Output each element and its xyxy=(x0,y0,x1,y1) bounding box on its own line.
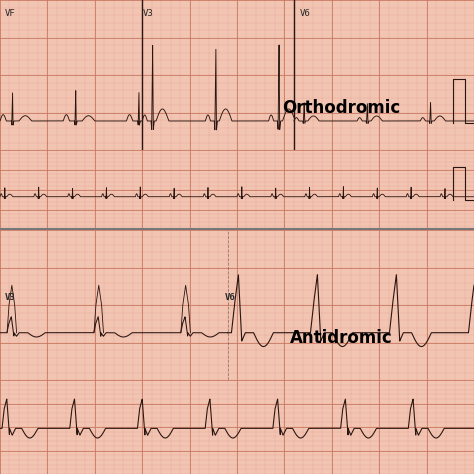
Text: Antidromic: Antidromic xyxy=(290,329,392,347)
Text: V6: V6 xyxy=(225,293,236,302)
Text: Orthodromic: Orthodromic xyxy=(282,99,401,117)
Text: VF: VF xyxy=(5,9,16,18)
Text: V6: V6 xyxy=(300,9,311,18)
Text: V3: V3 xyxy=(5,293,16,302)
Text: V3: V3 xyxy=(143,9,154,18)
